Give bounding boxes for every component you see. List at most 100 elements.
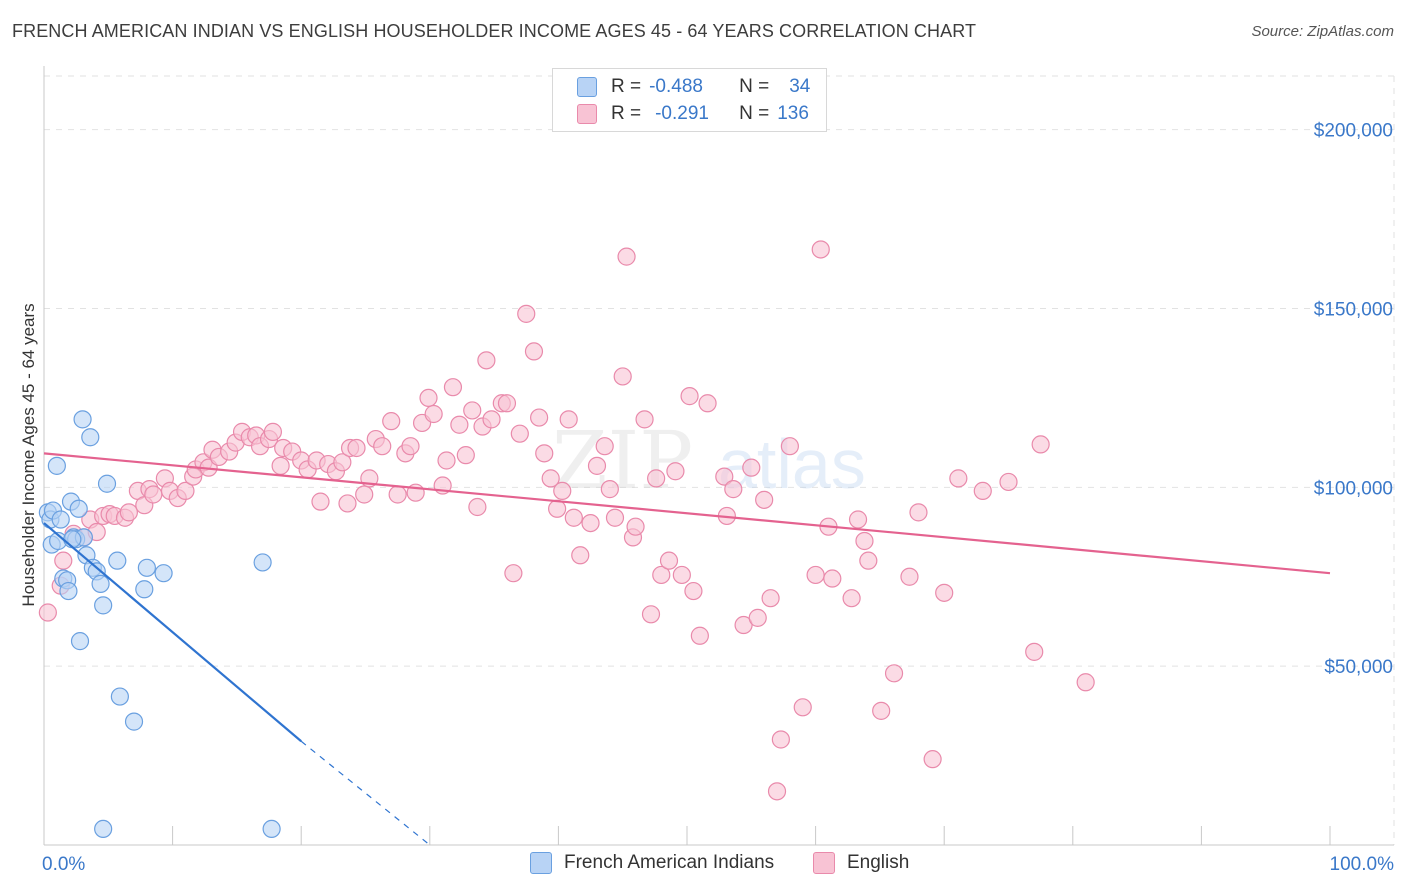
data-point: [715, 467, 734, 486]
data-point: [94, 819, 113, 839]
data-point: [884, 664, 904, 683]
data-point: [855, 531, 874, 551]
data-point: [564, 508, 583, 527]
data-point: [672, 565, 691, 585]
legend-swatch-english: [813, 852, 835, 874]
legend-n-label: N =: [739, 76, 770, 97]
data-point: [771, 730, 790, 749]
data-point: [388, 485, 407, 504]
data-point: [748, 608, 767, 627]
data-point: [626, 517, 645, 536]
data-point: [859, 551, 878, 570]
y-tick-label: $100,000: [1314, 478, 1393, 499]
data-point: [1025, 642, 1044, 661]
data-point: [355, 485, 374, 504]
legend-r-value: -0.488: [649, 76, 703, 97]
legend-r-label: R =: [611, 76, 642, 97]
data-point: [263, 422, 283, 441]
x-tick-max: 100.0%: [1330, 854, 1395, 875]
legend-label-french: French American Indians: [564, 852, 775, 873]
data-point: [613, 367, 632, 386]
legend-r-label: R =: [611, 103, 642, 124]
data-point: [724, 480, 743, 499]
y-tick-label: $150,000: [1314, 299, 1393, 320]
french-trend-line: [43, 522, 302, 743]
french-american-indians-series: [38, 410, 281, 839]
data-point: [617, 247, 636, 266]
data-point: [338, 494, 357, 513]
data-point: [468, 497, 487, 517]
data-point: [595, 437, 614, 456]
x-tick-min: 0.0%: [42, 854, 85, 875]
data-point: [571, 546, 590, 565]
data-point: [666, 462, 685, 481]
y-tick-label: $50,000: [1324, 657, 1393, 678]
chart-title: FRENCH AMERICAN INDIAN VS ENGLISH HOUSEH…: [12, 21, 977, 41]
data-point: [935, 583, 954, 602]
data-point: [154, 564, 173, 583]
data-point: [761, 589, 780, 608]
data-point: [38, 603, 57, 622]
data-point: [54, 551, 73, 570]
data-point: [734, 615, 753, 635]
series-legend: French American Indians English: [0, 852, 1406, 878]
legend-row-french: R = -0.488 N = 34: [577, 74, 810, 100]
data-point: [848, 510, 868, 529]
legend-r-value: -0.291: [655, 103, 709, 124]
data-point: [517, 304, 536, 323]
data-point: [811, 240, 830, 259]
data-point: [463, 401, 482, 420]
data-point: [63, 530, 82, 549]
legend-row-english: R = -0.291 N = 136: [577, 101, 809, 127]
data-point: [949, 469, 968, 488]
data-point: [456, 446, 475, 465]
data-point: [97, 474, 117, 493]
data-point: [999, 472, 1018, 492]
data-point: [497, 394, 517, 413]
legend-label-english: English: [847, 852, 910, 873]
data-point: [137, 558, 156, 577]
data-point: [482, 410, 501, 429]
correlation-legend: R = -0.488 N = 34 R = -0.291 N = 136: [552, 68, 827, 132]
legend-item-french[interactable]: French American Indians: [530, 852, 774, 874]
data-point: [742, 458, 761, 477]
data-point: [477, 351, 496, 370]
data-point: [81, 428, 100, 447]
data-point: [443, 378, 463, 397]
y-tick-labels: $50,000 $100,000 $150,000 $200,000: [1314, 121, 1393, 679]
data-point: [1031, 435, 1050, 454]
legend-swatch-english: [577, 104, 597, 124]
data-point: [124, 712, 144, 731]
data-point: [680, 387, 699, 406]
y-tick-label: $200,000: [1314, 121, 1393, 142]
data-point: [535, 444, 554, 463]
data-point: [842, 589, 861, 608]
legend-item-english[interactable]: English: [813, 852, 909, 874]
data-point: [806, 565, 825, 585]
data-point: [909, 503, 928, 522]
data-point: [793, 698, 812, 717]
data-point: [504, 564, 523, 583]
data-point: [144, 485, 163, 504]
data-point: [253, 553, 272, 572]
data-point: [333, 453, 352, 472]
data-point: [605, 508, 625, 527]
data-point: [419, 388, 438, 408]
data-point: [510, 424, 529, 443]
data-point: [347, 438, 366, 458]
data-point: [652, 565, 671, 585]
data-point: [823, 569, 842, 588]
data-point: [647, 469, 666, 488]
english-series: [38, 240, 1095, 801]
data-point: [780, 437, 799, 456]
data-point: [923, 750, 942, 769]
data-point: [424, 404, 443, 424]
data-point: [698, 394, 717, 413]
legend-n-value: 34: [789, 76, 811, 97]
data-point: [755, 490, 774, 509]
data-point: [767, 782, 787, 801]
source-label: Source: ZipAtlas.com: [1251, 23, 1394, 40]
data-point: [382, 412, 401, 431]
axes: [43, 66, 1394, 846]
data-point: [69, 499, 88, 518]
